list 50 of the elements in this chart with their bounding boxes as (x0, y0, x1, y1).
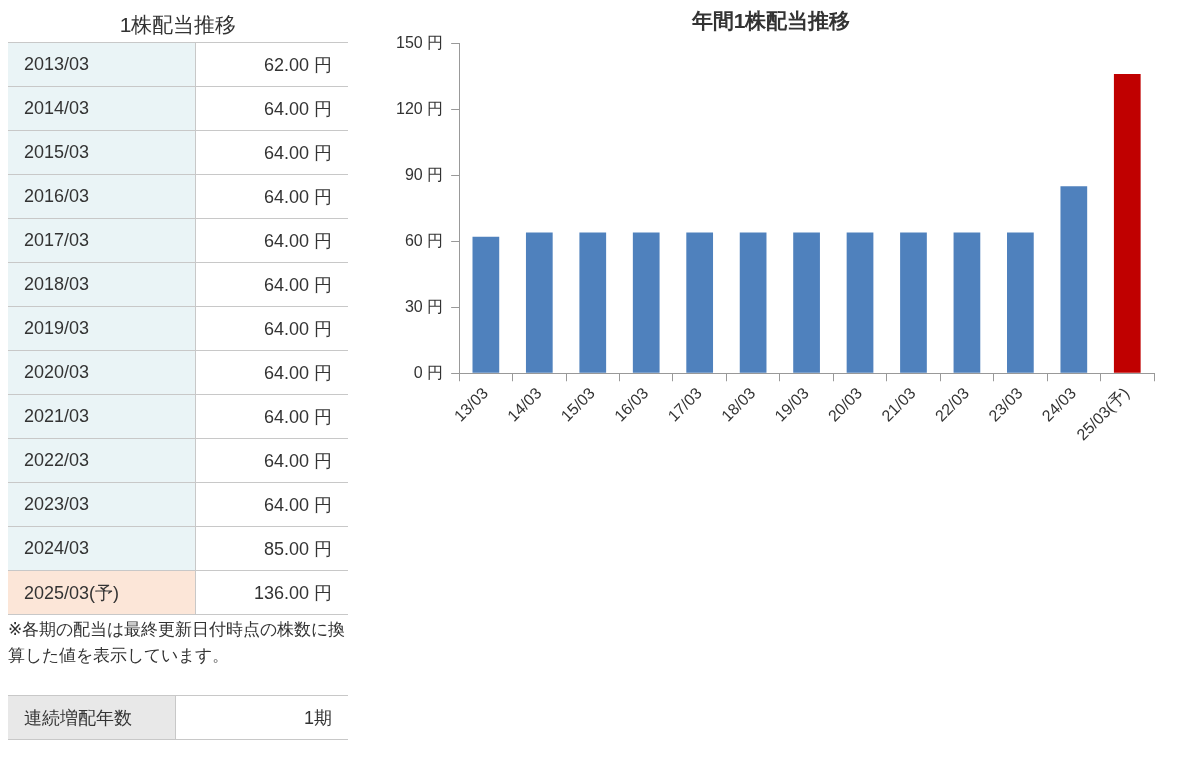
text: 64.00 円 (263, 362, 332, 383)
text: 62.00 円 (263, 54, 332, 75)
text: 64.00 円 (263, 494, 332, 515)
category-label: 2017/03 (8, 218, 196, 263)
y-tick-label: 90 円 (404, 165, 444, 183)
bar (793, 232, 820, 373)
bar (472, 236, 500, 373)
chart-title: 年間1株配当推移 (690, 9, 851, 33)
bar (525, 232, 553, 373)
bar (900, 232, 927, 373)
category-label: 2023/03 (8, 482, 196, 527)
text: 1株配当推移 (118, 12, 238, 38)
text: 1期 (175, 695, 348, 740)
category-label: 2025/03(予) (8, 570, 196, 615)
y-tick-label: 30 円 (404, 297, 444, 315)
category-label: 2019/03 (8, 306, 196, 351)
text: 85.00 円 (263, 538, 332, 559)
category-label: 2022/03 (8, 438, 196, 483)
text: 64.00 円 (263, 142, 332, 163)
bar (953, 232, 981, 373)
category-label: 2021/03 (8, 394, 196, 439)
bar (579, 232, 607, 373)
text: 64.00 円 (263, 230, 332, 251)
bar (686, 232, 714, 373)
category-label: 2014/03 (8, 86, 196, 131)
category-label: 2020/03 (8, 350, 196, 395)
category-label: 2015/03 (8, 130, 196, 175)
bar (739, 232, 767, 373)
text: 64.00 円 (263, 318, 332, 339)
category-label: 2013/03 (8, 42, 196, 87)
bar (632, 232, 660, 373)
text: 64.00 円 (263, 406, 332, 427)
bar (1060, 186, 1088, 373)
text: 64.00 円 (263, 186, 332, 207)
text: 64.00 円 (263, 450, 332, 471)
y-tick-label: 120 円 (396, 99, 444, 117)
y-tick-label: 60 円 (404, 231, 444, 249)
text: 136.00 円 (253, 582, 332, 603)
bar (1113, 74, 1141, 373)
text: 連続増配年数 (8, 695, 176, 740)
bar (846, 232, 874, 373)
category-label: 2016/03 (8, 174, 196, 219)
y-tick-label: 0 円 (413, 363, 444, 381)
y-tick-label: 150 円 (396, 33, 444, 51)
category-label: 2024/03 (8, 526, 196, 571)
text: ※各期の配当は最終更新日付時点の株数に換算した値を表示しています。 (8, 619, 347, 667)
text: 64.00 円 (263, 98, 332, 119)
text: 64.00 円 (263, 274, 332, 295)
category-label: 2018/03 (8, 262, 196, 307)
bar (1007, 232, 1034, 373)
